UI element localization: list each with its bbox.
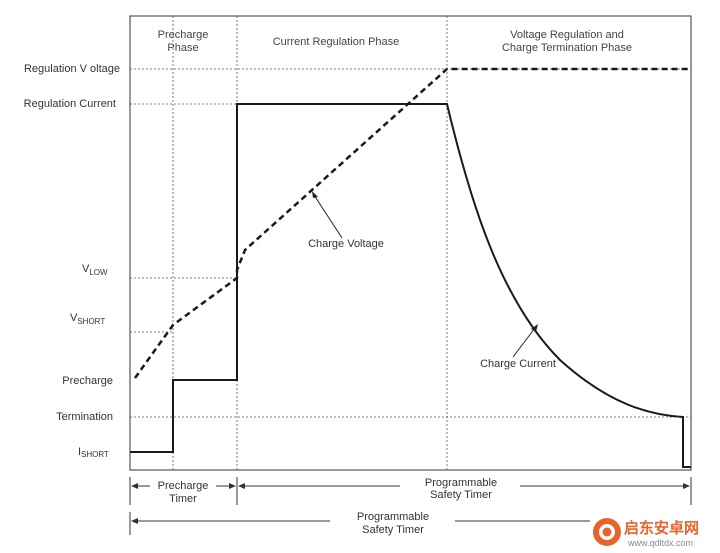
safety-timer2-line2: Safety Timer: [362, 524, 424, 536]
annotation-charge-current: Charge Current: [480, 358, 556, 370]
charge-voltage-pointer: [313, 194, 343, 239]
label-regulation-voltage: Regulation V oltage: [24, 63, 120, 75]
label-vlow: VLOW: [82, 263, 108, 277]
label-vshort: VSHORT: [70, 312, 105, 326]
safety-timer1-line1: Programmable: [425, 477, 497, 489]
charge-voltage-arrowhead: [312, 191, 318, 198]
phase-precharge-line1: Precharge: [158, 29, 209, 41]
watermark-text: 启东安卓网: [624, 519, 699, 537]
safety-timer1-line2: Safety Timer: [430, 489, 492, 501]
safety-timer1-arrow-left: [238, 483, 245, 489]
precharge-timer-arrow-left: [131, 483, 138, 489]
charge-voltage-curve: [133, 67, 691, 379]
label-termination: Termination: [56, 411, 113, 423]
phase-precharge-line2: Phase: [167, 42, 198, 54]
diagram-frame: [129, 15, 692, 471]
precharge-timer-line1: Precharge: [158, 480, 209, 492]
charge-current-arrowhead: [531, 324, 538, 332]
label-regulation-current: Regulation Current: [24, 98, 116, 110]
label-ishort: ISHORT: [78, 446, 109, 459]
safety-timer2-line1: Programmable: [357, 511, 429, 523]
phase-current-regulation: Current Regulation Phase: [273, 36, 400, 48]
phase-voltage-regulation-line1: Voltage Regulation and: [510, 29, 624, 41]
watermark-logo: 启东安卓网 www.qdltdx.com: [593, 518, 699, 548]
safety-timer1-arrow-right: [683, 483, 690, 489]
precharge-timer-line2: Timer: [169, 493, 197, 505]
annotation-charge-voltage: Charge Voltage: [308, 238, 384, 250]
charge-current-pointer: [512, 327, 536, 358]
charge-current-curve: [130, 103, 691, 468]
label-precharge: Precharge: [62, 375, 113, 387]
watermark-url: www.qdltdx.com: [627, 538, 693, 548]
safety-timer2-arrow-left: [131, 518, 138, 524]
watermark-badge-dot-icon: [602, 527, 612, 537]
phase-voltage-regulation-line2: Charge Termination Phase: [502, 42, 632, 54]
precharge-timer-arrow-right: [229, 483, 236, 489]
